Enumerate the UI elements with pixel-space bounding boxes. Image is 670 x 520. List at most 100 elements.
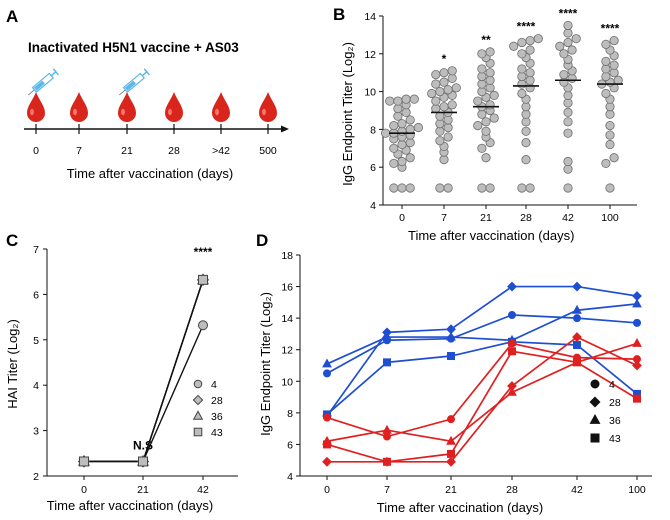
panel-d-x-tick-label: 28 (506, 484, 518, 496)
panel-b-data-point (563, 20, 573, 31)
panel-d-point-red-diamond (632, 360, 642, 371)
panel-b-data-point (517, 37, 527, 48)
panel-d-series-line-red (326, 342, 638, 443)
panel-d-y-tick-label: 6 (287, 439, 293, 451)
panel-b-y-tick-label: 10 (364, 87, 376, 99)
panel-b-data-point (517, 49, 527, 59)
panel-c-legend-marker-diamond (192, 394, 204, 406)
panel-b-data-point (431, 79, 441, 89)
panel-b-data-point (473, 121, 483, 131)
panel-a-xlabel: Time after vaccination (days) (67, 166, 233, 181)
panel-b-data-point (517, 183, 527, 193)
syringe-plunger-cap (143, 68, 150, 76)
panel-d-point-blue-triangle (632, 298, 642, 308)
panel-b-data-point (563, 37, 573, 48)
panel-b-data-point (397, 119, 407, 129)
panel-d-point-red-diamond (572, 332, 582, 342)
panel-b-y-tick-label: 12 (364, 49, 376, 61)
panel-b-data-point (601, 64, 611, 74)
panel-b-data-point (435, 111, 445, 121)
panel-c-significance-label: **** (194, 245, 213, 259)
panel-c-point-square (79, 456, 89, 467)
panel-b-data-point (571, 34, 581, 44)
panel-b-data-point (601, 71, 611, 82)
panel-d-legend-marker-diamond (589, 396, 601, 408)
panel-d-legend-marker-circle (590, 379, 600, 389)
panel-c-ylabel: HAI Titer (Log₂) (5, 319, 20, 409)
panel-d-point-red-circle (323, 413, 331, 422)
panel-d-series-line-blue (326, 285, 638, 417)
panel-b-data-point (563, 156, 573, 167)
panel-c-y-tick-label: 7 (33, 244, 39, 256)
panel-b-data-point (439, 68, 449, 78)
panel-b-y-tick-label: 6 (370, 162, 376, 174)
panel-d-point-red-square (633, 394, 641, 403)
panel-b-y-tick-label: 14 (364, 11, 376, 23)
panel-d-point-red-triangle (507, 386, 517, 396)
timeline-day-label: 500 (259, 145, 277, 157)
panel-b-data-point (521, 155, 531, 165)
panel-b-data-point (447, 73, 457, 83)
panel-c-x-tick-label: 42 (197, 484, 209, 496)
panel-b-data-point (397, 139, 407, 150)
panel-d-series-line-blue (326, 303, 638, 365)
timeline-day-label: 28 (168, 145, 180, 157)
panel-b-data-point (439, 155, 449, 165)
panel-b-data-point (477, 71, 487, 82)
panel-d-x-tick-label: 42 (571, 484, 583, 496)
panel-b-data-point (485, 183, 495, 193)
panel-b-data-point (605, 183, 615, 193)
panel-b-data-point (447, 66, 457, 76)
panel-c-y-tick-label: 5 (33, 335, 39, 347)
panel-c-y-tick-label: 3 (33, 426, 39, 438)
panel-c-legend-label: 28 (211, 395, 223, 407)
panel-b-data-point (397, 183, 407, 193)
syringe-icon (118, 68, 150, 96)
blood-drop-icon (165, 92, 183, 122)
panel-b-data-point (435, 183, 445, 193)
timeline-day-label: 7 (76, 145, 82, 157)
panel-c-legend-marker-square (193, 427, 203, 437)
timeline-arrowhead (281, 125, 289, 133)
panel-b-ylabel: IgG Endpoint Titer (Log₂) (340, 42, 355, 186)
panel-b-data-point (563, 107, 573, 117)
syringe-plunger (50, 71, 57, 77)
panel-b-x-tick-label: 28 (520, 212, 532, 224)
panel-c-y-tick-label: 2 (33, 471, 39, 483)
panel-c-hai-line: Time after vaccination (days) HAI Titer … (5, 244, 238, 513)
panel-c-y-tick-label: 4 (33, 380, 39, 392)
panel-d-point-blue-triangle (572, 304, 582, 314)
panel-b-data-point (605, 130, 615, 140)
panel-b-data-point (609, 35, 619, 46)
panel-b-x-tick-label: 21 (480, 212, 492, 224)
panel-d-xlabel: Time after vaccination (days) (377, 500, 543, 515)
panel-b-data-point (393, 111, 403, 121)
panel-b-data-point (439, 102, 449, 112)
panel-b-data-point (605, 139, 615, 150)
panel-b-x-tick-label: 42 (562, 212, 574, 224)
panel-b-data-point (443, 85, 453, 95)
panel-b-data-point (385, 96, 395, 106)
panel-b-data-point (489, 113, 499, 123)
panel-b-data-point (477, 49, 487, 59)
panel-a-title: Inactivated H5N1 vaccine + AS03 (28, 40, 239, 55)
panel-d-y-tick-label: 16 (281, 282, 293, 294)
panel-b-data-point (397, 156, 407, 167)
syringe-needle (118, 89, 126, 96)
panel-b-data-point (525, 45, 535, 55)
panel-b-data-point (405, 183, 415, 193)
panel-d-legend-label: 4 (609, 379, 615, 391)
panel-c-series-line (84, 279, 204, 463)
panel-b-y-tick-label: 8 (370, 124, 376, 136)
panel-b-data-point (389, 183, 399, 193)
panel-c-legend-marker-triangle (192, 410, 204, 420)
panel-b-scatter: Time after vaccination (days) IgG Endpoi… (340, 6, 637, 243)
panel-d-legend-marker-square (590, 433, 600, 443)
blood-drop-icon (259, 92, 277, 122)
panel-b-data-point (563, 128, 573, 138)
blood-drop-icon (118, 92, 136, 122)
panel-b-data-point (439, 77, 449, 87)
panel-b-data-point (525, 83, 535, 93)
panel-b-y-tick-label: 4 (370, 200, 376, 212)
panel-b-data-point (393, 96, 403, 106)
